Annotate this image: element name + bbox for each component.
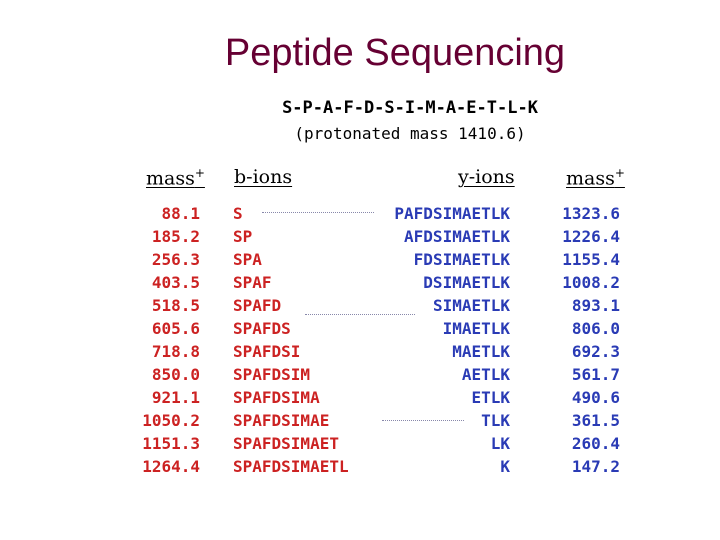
y-ion-fragment: LK (490, 434, 510, 453)
b-ion-mass: 718.8 (151, 342, 200, 361)
table-row: 256.3 SPA FDSIMAETLK 1155.4 (0, 248, 720, 271)
table-row: 605.6 SPAFDS IMAETLK 806.0 (0, 317, 720, 340)
table-row: 88.1 S PAFDSIMAETLK 1323.6 (0, 202, 720, 225)
table-row: 1151.3 SPAFDSIMAET LK 260.4 (0, 432, 720, 455)
b-ion-mass: 605.6 (151, 319, 200, 338)
y-ion-mass: 361.5 (571, 411, 620, 430)
slide-title: Peptide Sequencing (224, 32, 566, 74)
y-mass-header: mass+ (566, 166, 625, 190)
b-ion-mass: 850.0 (151, 365, 200, 384)
b-ion-fragment: SP (233, 227, 253, 246)
b-ion-fragment: SPAFDSIM (233, 365, 311, 384)
y-ion-fragment: DSIMAETLK (423, 273, 510, 292)
b-ion-fragment: SPAF (233, 273, 272, 292)
b-ion-fragment: SPAFDSIMAETL (233, 457, 349, 476)
y-ion-fragment: SIMAETLK (432, 296, 510, 315)
y-ion-mass: 893.1 (571, 296, 620, 315)
b-ion-mass: 518.5 (151, 296, 200, 315)
y-ion-mass: 692.3 (571, 342, 620, 361)
b-ions-header: b-ions (234, 166, 293, 188)
table-row: 718.8 SPAFDSI MAETLK 692.3 (0, 340, 720, 363)
y-ion-fragment: IMAETLK (442, 319, 510, 338)
y-ion-mass: 1226.4 (562, 227, 620, 246)
y-ion-mass: 561.7 (571, 365, 620, 384)
connector-line (305, 314, 415, 315)
y-ion-mass: 1008.2 (562, 273, 620, 292)
b-ion-mass: 185.2 (151, 227, 200, 246)
connector-line (262, 212, 374, 213)
y-ion-fragment: MAETLK (452, 342, 510, 361)
b-ion-fragment: SPAFDSIMAET (233, 434, 339, 453)
table-row: 1050.2 SPAFDSIMAE TLK 361.5 (0, 409, 720, 432)
b-ion-mass: 256.3 (151, 250, 200, 269)
table-row: 921.1 SPAFDSIMA ETLK 490.6 (0, 386, 720, 409)
y-ion-fragment: FDSIMAETLK (413, 250, 510, 269)
connector-line (382, 420, 464, 421)
y-ion-fragment: PAFDSIMAETLK (394, 204, 510, 223)
peptide-sequence: S-P-A-F-D-S-I-M-A-E-T-L-K (282, 98, 538, 118)
y-ion-fragment: ETLK (471, 388, 510, 407)
y-ions-header: y-ions (458, 166, 515, 188)
y-ion-fragment: K (500, 457, 510, 476)
b-ion-fragment: SPAFDSI (233, 342, 301, 361)
table-row: 518.5 SPAFD SIMAETLK 893.1 (0, 294, 720, 317)
y-ion-mass: 1155.4 (562, 250, 620, 269)
b-ion-fragment: SPAFDSIMAE (233, 411, 330, 430)
b-ion-fragment: SPAFDS (233, 319, 291, 338)
table-row: 850.0 SPAFDSIM AETLK 561.7 (0, 363, 720, 386)
b-mass-header: mass+ (146, 166, 205, 190)
b-ion-mass: 403.5 (151, 273, 200, 292)
b-ion-fragment: SPAFDSIMA (233, 388, 320, 407)
b-ion-fragment: SPAFD (233, 296, 282, 315)
y-ion-fragment: TLK (481, 411, 510, 430)
table-row: 1264.4 SPAFDSIMAETL K 147.2 (0, 455, 720, 478)
y-ion-mass: 147.2 (571, 457, 620, 476)
y-ion-mass: 260.4 (571, 434, 620, 453)
y-ion-mass: 1323.6 (562, 204, 620, 223)
b-ion-mass: 88.1 (161, 204, 200, 223)
y-ion-mass: 490.6 (571, 388, 620, 407)
y-ion-fragment: AFDSIMAETLK (404, 227, 510, 246)
table-row: 185.2 SP AFDSIMAETLK 1226.4 (0, 225, 720, 248)
b-ion-mass: 1151.3 (142, 434, 200, 453)
b-ion-mass: 921.1 (151, 388, 200, 407)
y-ion-mass: 806.0 (571, 319, 620, 338)
b-ion-mass: 1264.4 (142, 457, 200, 476)
fragment-table: 88.1 S PAFDSIMAETLK 1323.6 185.2 SP AFDSIMAETL… (0, 202, 720, 478)
protonated-mass: (protonated mass 1410.6) (294, 124, 526, 143)
b-ion-fragment: SPA (233, 250, 262, 269)
table-row: 403.5 SPAF DSIMAETLK 1008.2 (0, 271, 720, 294)
b-ion-mass: 1050.2 (142, 411, 200, 430)
b-ion-fragment: S (233, 204, 243, 223)
y-ion-fragment: AETLK (461, 365, 510, 384)
